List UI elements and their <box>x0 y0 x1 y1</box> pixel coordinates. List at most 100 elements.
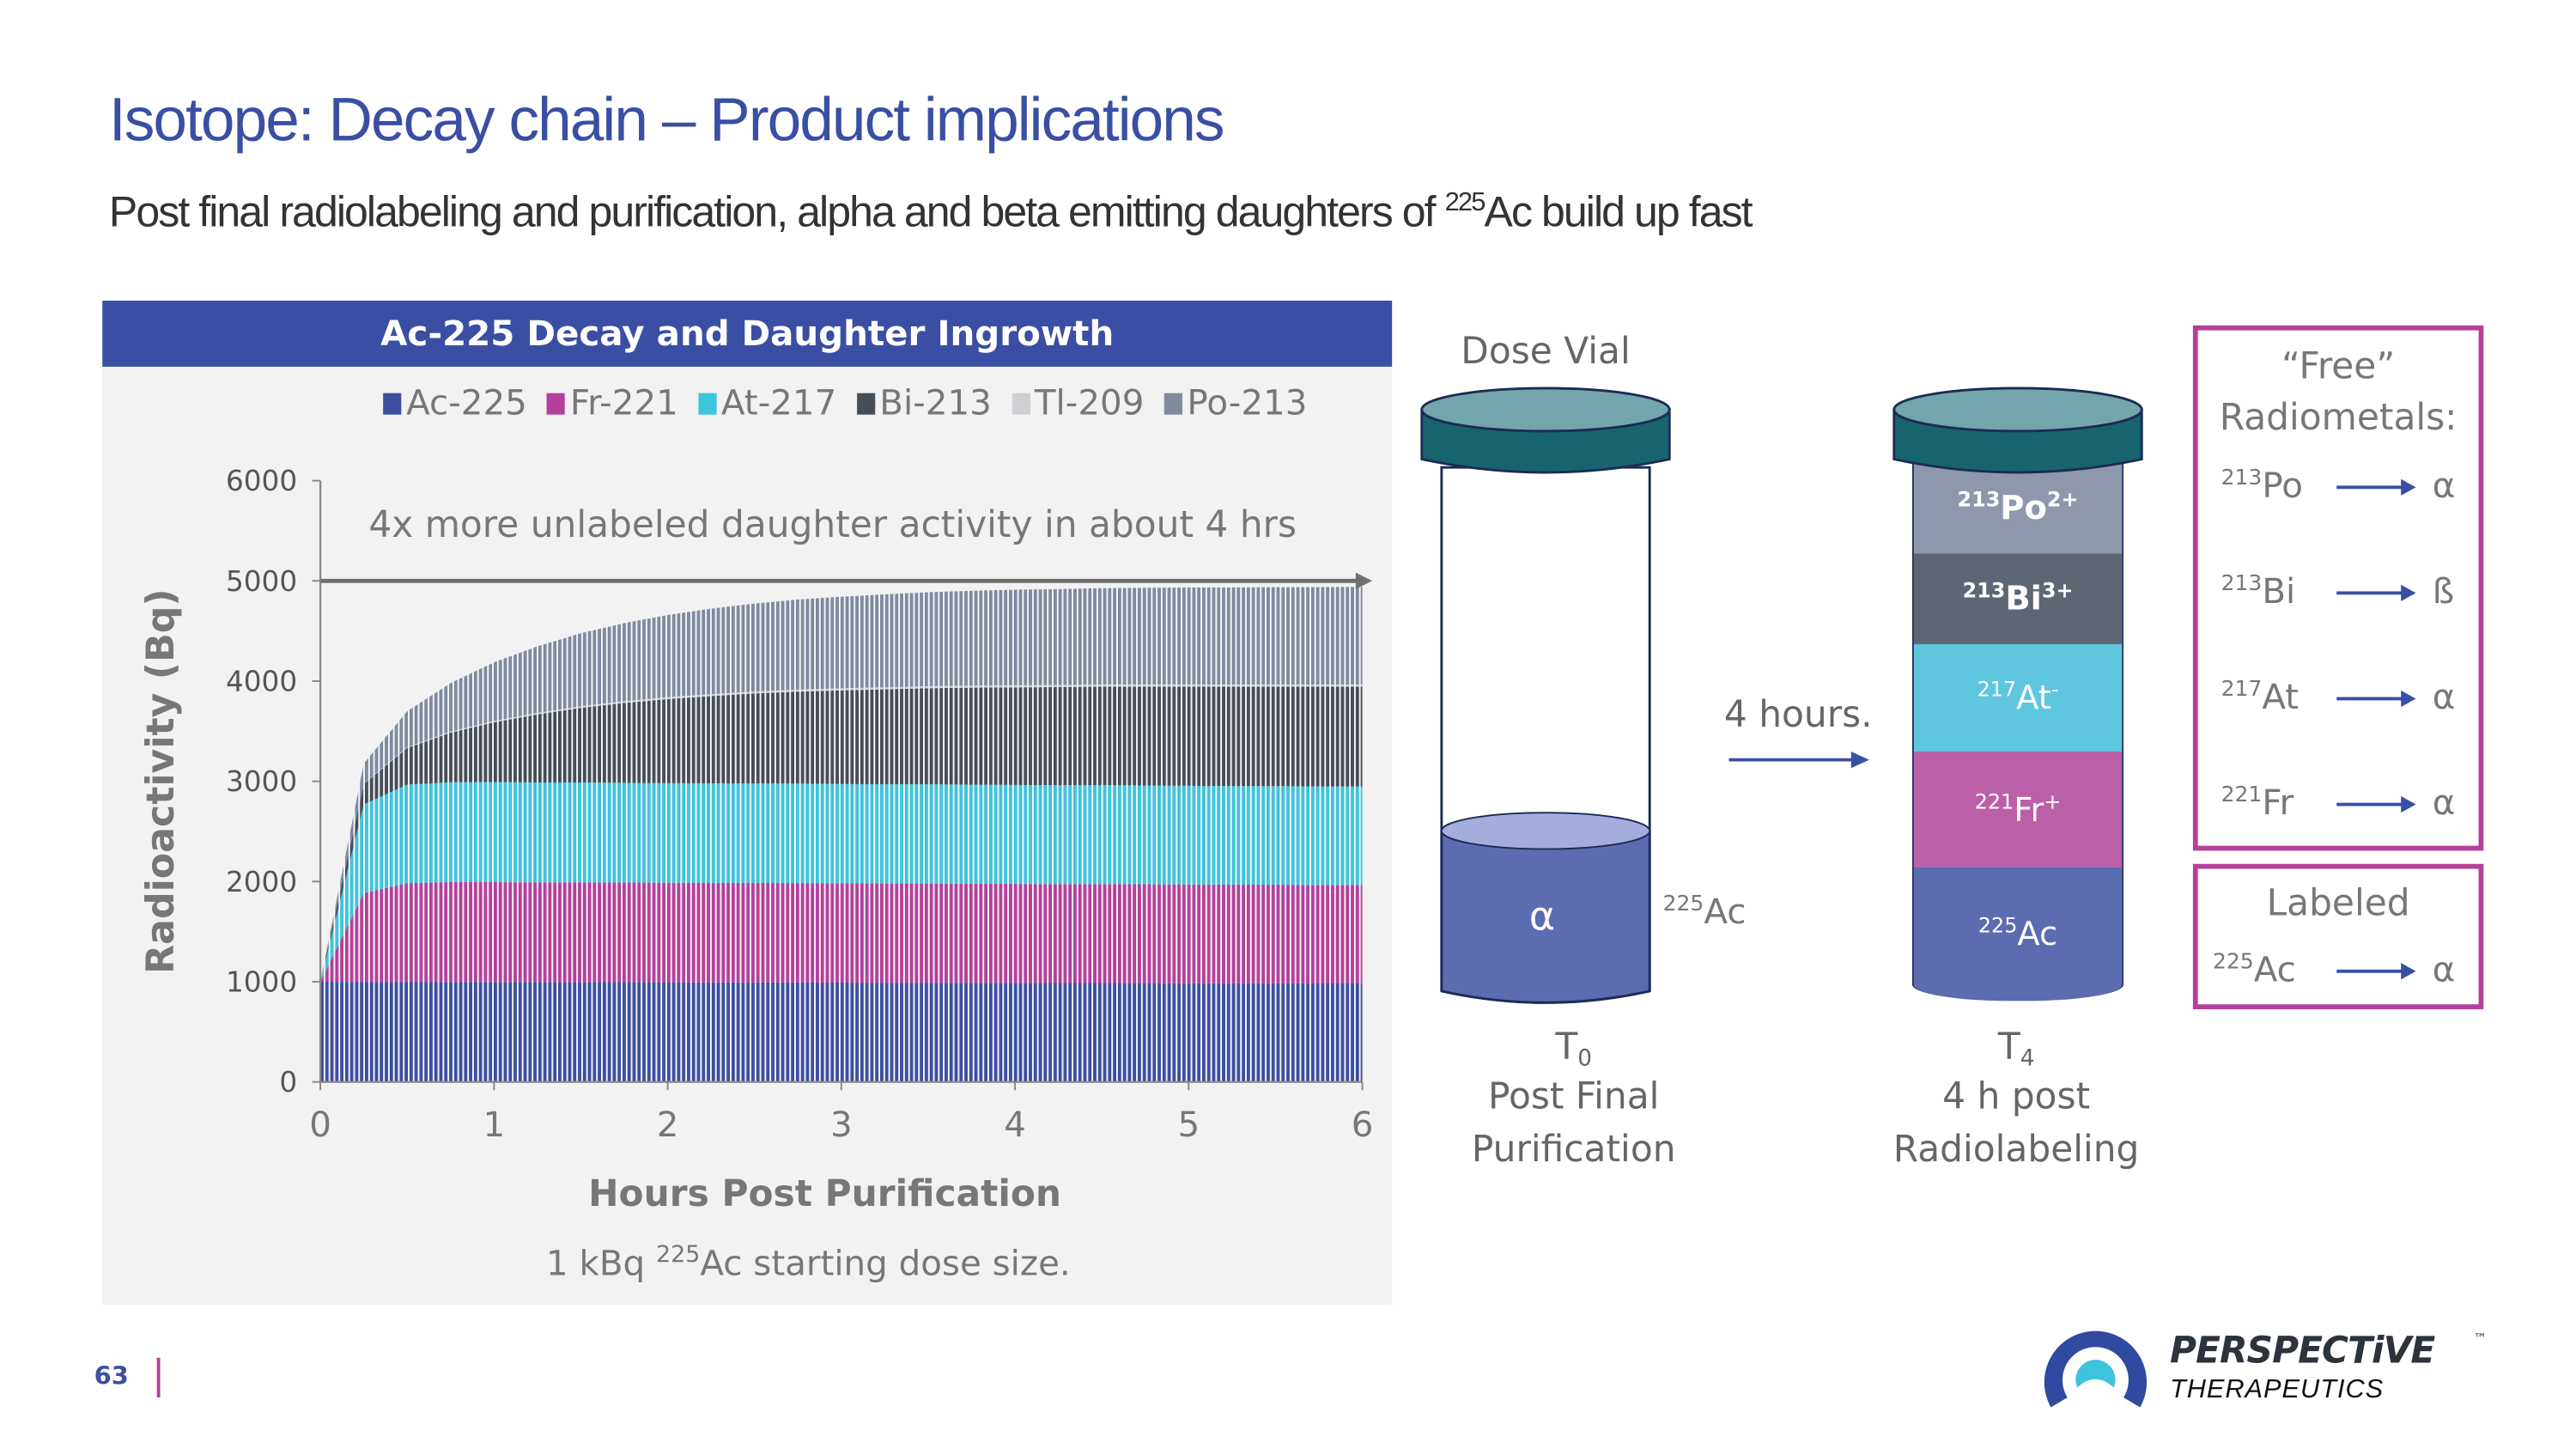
isotope: 217At <box>2221 677 2300 716</box>
dose-vial-heading: Dose Vial <box>1461 332 1631 374</box>
x-tick-label: 0 <box>309 1105 331 1145</box>
subtitle-text-end: Ac build up fast <box>1484 186 1753 237</box>
isotope-symbol: At <box>2016 677 2051 717</box>
chart-panel: Ac-225 Decay and Daughter Ingrowth 0 1000… <box>102 301 1393 1306</box>
isotope-charge: 3+ <box>2041 577 2074 603</box>
subtitle-text: Post final radiolabeling and purificatio… <box>108 186 1445 237</box>
x-tick-label: 1 <box>483 1105 505 1145</box>
series-area-at-217 <box>320 782 1363 982</box>
arrow-icon <box>2336 690 2416 708</box>
dose-vial-isotope: 225Ac <box>1663 892 1747 931</box>
legend-item: Fr-221 <box>546 383 678 423</box>
legend-swatch <box>1011 392 1030 414</box>
legend-label: Tl-209 <box>1034 383 1145 423</box>
isotope-symbol: Ac <box>1704 892 1747 932</box>
isotope-symbol: Fr <box>2262 782 2294 823</box>
x-tick-label: 5 <box>1177 1105 1200 1145</box>
logo-wordmark: PERSPECTiVE <box>2169 1331 2435 1373</box>
isotope-symbol: Ac <box>2253 949 2296 989</box>
isotope: 225Ac <box>2213 950 2296 989</box>
legend-label: Fr-221 <box>569 383 678 423</box>
chart-legend: Ac-225 Fr-221 At-217 Bi-213 Tl-209 Po-213 <box>383 383 1307 423</box>
isotope-symbol: Ac <box>2017 913 2058 953</box>
isotope-symbol: At <box>2262 677 2300 717</box>
legend-item: Ac-225 <box>383 383 527 423</box>
y-tick-label: 0 <box>279 1066 297 1099</box>
labeled-box: Labeled 225Ac α <box>2192 863 2484 1010</box>
chart-note: 1 kBq 225Ac starting dose size. <box>546 1241 1071 1283</box>
t0-label: T0 <box>1442 1027 1706 1070</box>
isotope-mass: 213 <box>1962 577 2006 603</box>
isotope-mass: 225 <box>1978 912 2018 938</box>
vial-layer-fr: 221Fr+ <box>1913 752 2123 868</box>
dose-vial-icon <box>1420 387 1671 1004</box>
t-sub: 4 <box>2020 1045 2035 1073</box>
legend-item: Po-213 <box>1163 383 1307 423</box>
footer-divider <box>156 1357 161 1397</box>
isotope-symbol: Bi <box>2262 571 2296 612</box>
page-number: 63 <box>94 1361 129 1391</box>
logo-mark-icon <box>2044 1330 2148 1408</box>
isotope-mass: 225 <box>2212 950 2254 976</box>
isotope-mass: 217 <box>2221 677 2263 703</box>
t0-caption-2: Purification <box>1471 1129 1676 1172</box>
vial-layer-ac: 225Ac <box>1913 867 2123 1002</box>
isotope: 213Po <box>2221 466 2303 505</box>
vial-layer-at: 217At- <box>1913 644 2123 752</box>
slide-title: Isotope: Decay chain – Product implicati… <box>108 86 1225 154</box>
logo-subtitle: THERAPEUTICS <box>2169 1375 2385 1404</box>
t0-caption-1: Post Final <box>1487 1076 1660 1118</box>
x-tick-label: 6 <box>1352 1105 1374 1145</box>
vial-layer-po: 213Po2+ <box>1913 462 2123 554</box>
isotope: 221Fr <box>2221 783 2294 823</box>
y-tick-label: 4000 <box>226 665 297 697</box>
series-area-ac-225 <box>320 981 1363 1082</box>
legend-swatch <box>856 392 875 414</box>
slide-subtitle: Post final radiolabeling and purificatio… <box>108 186 1753 238</box>
vial-layer-bi: 213Bi3+ <box>1913 553 2123 645</box>
post-vial-body: 213Po2+ 213Bi3+ 217At- 221Fr+ 225Ac <box>1911 462 2124 1002</box>
isotope-mass: 225 <box>1662 892 1704 917</box>
isotope-mass: 213 <box>2221 466 2263 491</box>
y-tick-label: 5000 <box>226 565 297 598</box>
emission-type: α <box>2432 949 2456 989</box>
arrow-icon <box>2336 963 2416 980</box>
isotope-charge: + <box>2044 788 2062 814</box>
legend-item: Tl-209 <box>1011 383 1145 423</box>
decay-chart: 0 1000 2000 3000 4000 5000 6000 0 1 2 3 4 5 6 Hours Po… <box>139 465 1374 1283</box>
chart-title: Ac-225 Decay and Daughter Ingrowth <box>102 301 1393 367</box>
series-area-po-213 <box>320 587 1363 982</box>
t4-label: T4 <box>1884 1027 2148 1070</box>
arrow-icon <box>2336 584 2416 602</box>
t4-caption-1: 4 h post <box>1942 1076 2091 1118</box>
legend-swatch <box>383 392 402 414</box>
labeled-heading: Labeled <box>2266 883 2410 925</box>
free-heading-2: Radiometals: <box>2219 398 2458 440</box>
legend-label: Ac-225 <box>406 383 527 423</box>
x-tick-label: 3 <box>830 1105 853 1145</box>
isotope-charge: - <box>2050 676 2059 702</box>
y-tick-label: 1000 <box>226 966 297 999</box>
arrow-icon <box>2336 478 2416 496</box>
annotation-arrowhead-icon <box>1355 572 1373 589</box>
legend-swatch <box>697 392 717 414</box>
arrow-icon <box>2336 795 2416 813</box>
isotope: 213Bi <box>2221 571 2296 611</box>
isotope-charge: 2+ <box>2046 486 2079 512</box>
isotope-mass: 213 <box>1957 486 2001 512</box>
legend-label: At-217 <box>720 383 837 423</box>
isotope-mass: 221 <box>2221 782 2263 808</box>
transition-arrow-icon <box>1728 752 1869 769</box>
free-heading-1: “Free” <box>2281 346 2396 388</box>
isotope-symbol: Po <box>2000 487 2047 527</box>
y-axis-title: Radioactivity (Bq) <box>139 588 183 974</box>
isotope-symbol: Bi <box>2005 578 2042 618</box>
emission-type: α <box>2432 782 2456 823</box>
x-axis-title: Hours Post Purification <box>588 1172 1061 1215</box>
subtitle-sup: 225 <box>1444 186 1486 217</box>
dose-vial-alpha: α <box>1528 893 1556 941</box>
emission-type: ß <box>2432 571 2455 612</box>
y-tick-label: 6000 <box>226 465 297 497</box>
isotope-symbol: Po <box>2262 466 2303 506</box>
